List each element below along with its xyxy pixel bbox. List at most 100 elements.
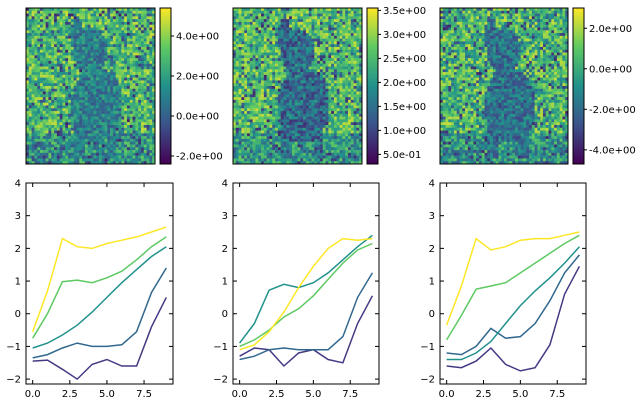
heatmap-cell (286, 66, 290, 70)
heatmap-cell (37, 58, 41, 62)
heatmap-cell (124, 30, 128, 34)
heatmap-cell (70, 49, 74, 53)
heatmap-cell (356, 8, 360, 12)
heatmap-cell (146, 27, 150, 31)
heatmap-cell (73, 16, 77, 20)
heatmap-cell (56, 49, 60, 53)
heatmap-cell (353, 91, 357, 95)
heatmap-cell (104, 91, 108, 95)
heatmap-cell (235, 10, 239, 14)
heatmap-cell (294, 125, 298, 129)
heatmap-cell (68, 141, 72, 145)
heatmap-cell (84, 111, 88, 115)
heatmap-cell (317, 38, 321, 42)
heatmap-cell (129, 116, 133, 120)
heatmap-cell (73, 144, 77, 148)
heatmap-cell (311, 30, 315, 34)
heatmap-cell (96, 144, 100, 148)
heatmap-cell (331, 147, 335, 151)
heatmap-cell (90, 27, 94, 31)
heatmap-cell (84, 10, 88, 14)
heatmap-cell (68, 108, 72, 112)
heatmap-cell (314, 125, 318, 129)
heatmap-cell (238, 74, 242, 78)
heatmap-cell (70, 24, 74, 28)
heatmap-cell (146, 72, 150, 76)
heatmap-cell (93, 86, 97, 90)
heatmap-cell (283, 125, 287, 129)
heatmap-cell (101, 52, 105, 56)
heatmap-cell (98, 35, 103, 39)
heatmap-cell (280, 30, 284, 34)
heatmap-cell (129, 91, 133, 95)
heatmap-cell (124, 74, 128, 78)
heatmap-cell (76, 33, 80, 37)
heatmap-cell (34, 136, 38, 140)
heatmap-cell (93, 77, 97, 81)
heatmap-cell (37, 119, 41, 123)
heatmap-cell (263, 133, 267, 137)
heatmap-cell (90, 24, 94, 28)
heatmap-cell (294, 74, 298, 78)
heatmap-cell (294, 41, 298, 45)
heatmap-cell (233, 77, 237, 81)
heatmap-cell (115, 80, 119, 84)
heatmap-cell (132, 108, 136, 112)
heatmap-cell (249, 72, 253, 76)
heatmap-cell (336, 8, 340, 12)
heatmap-cell (84, 119, 88, 123)
heatmap-cell (45, 44, 49, 48)
heatmap-cell (59, 19, 63, 23)
heatmap-cell (26, 119, 30, 123)
heatmap-cell (129, 47, 133, 51)
heatmap-cell (98, 155, 103, 159)
heatmap-cell (124, 155, 128, 159)
heatmap-cell (135, 125, 139, 129)
heatmap-cell (135, 147, 139, 151)
heatmap-cell (336, 94, 340, 98)
heatmap-cell (314, 108, 318, 112)
heatmap-cell (269, 33, 273, 37)
heatmap-cell (79, 141, 83, 145)
heatmap-cell (132, 158, 136, 162)
heatmap-cell (96, 33, 100, 37)
heatmap-cell (112, 66, 117, 70)
heatmap-cell (241, 19, 245, 23)
heatmap-cell (353, 69, 357, 73)
heatmap-cell (300, 35, 304, 39)
heatmap-cell (336, 49, 340, 53)
heatmap-cell (261, 19, 265, 23)
heatmap-cell (129, 99, 133, 104)
heatmap-cell (132, 161, 136, 165)
heatmap-cell (353, 63, 357, 67)
heatmap-cell (258, 44, 262, 48)
heatmap-cell (93, 102, 97, 106)
heatmap-cell (79, 49, 83, 53)
heatmap-cell (275, 33, 279, 37)
heatmap-cell (42, 102, 46, 106)
heatmap-cell (336, 119, 340, 123)
heatmap-cell (129, 77, 133, 81)
heatmap-cell (294, 38, 298, 42)
heatmap-cell (76, 58, 80, 62)
heatmap-cell (311, 94, 315, 98)
heatmap-cell (59, 80, 63, 84)
heatmap-cell (96, 155, 100, 159)
heatmap-cell (359, 24, 363, 28)
heatmap-cell (42, 80, 46, 84)
heatmap-cell (238, 119, 242, 123)
heatmap-cell (266, 97, 270, 101)
heatmap-cell (28, 13, 32, 17)
heatmap-cell (322, 72, 326, 76)
heatmap-cell (289, 16, 293, 20)
heatmap-cell (118, 91, 122, 95)
heatmap-cell (300, 108, 304, 112)
heatmap-cell (350, 144, 354, 148)
heatmap-cell (289, 94, 293, 98)
heatmap-cell (300, 80, 304, 84)
heatmap-cell (297, 66, 301, 70)
heatmap-cell (90, 138, 94, 143)
heatmap-cell (143, 144, 147, 148)
heatmap-cell (104, 111, 108, 115)
heatmap-cell (34, 58, 38, 62)
